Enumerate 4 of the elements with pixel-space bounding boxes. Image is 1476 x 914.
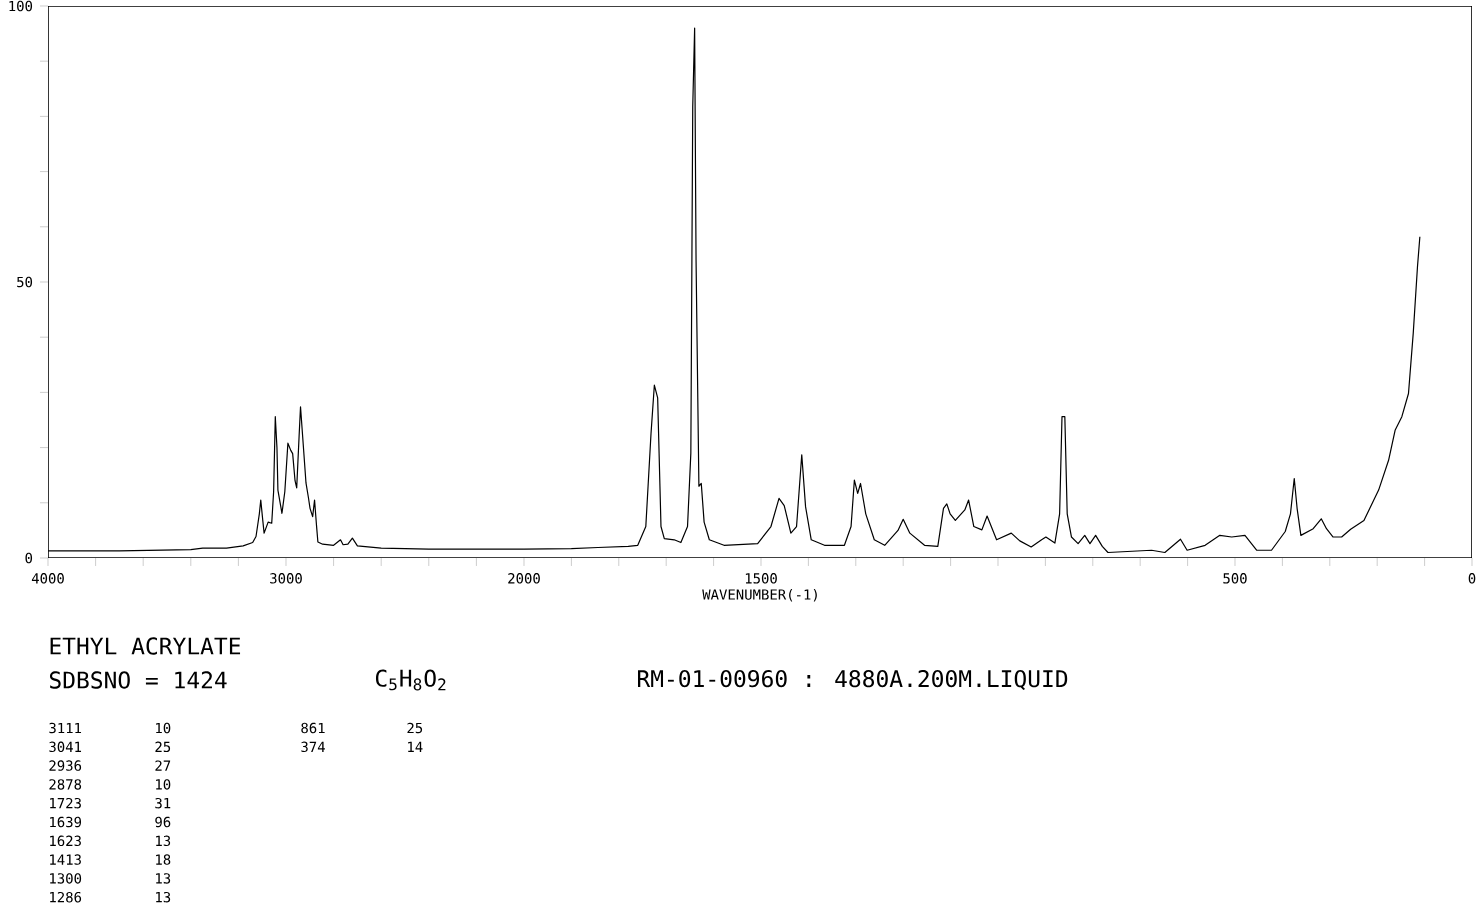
text: RM-01-00960 : 4880A.200M.LIQUID (638, 669, 1068, 691)
text: ETHYL ACRYLATE (50, 637, 241, 655)
text: SDBSNO = 1424 (49, 671, 227, 689)
text: C$_{5}$H$_{8}$O$_{2}$ (375, 669, 446, 691)
